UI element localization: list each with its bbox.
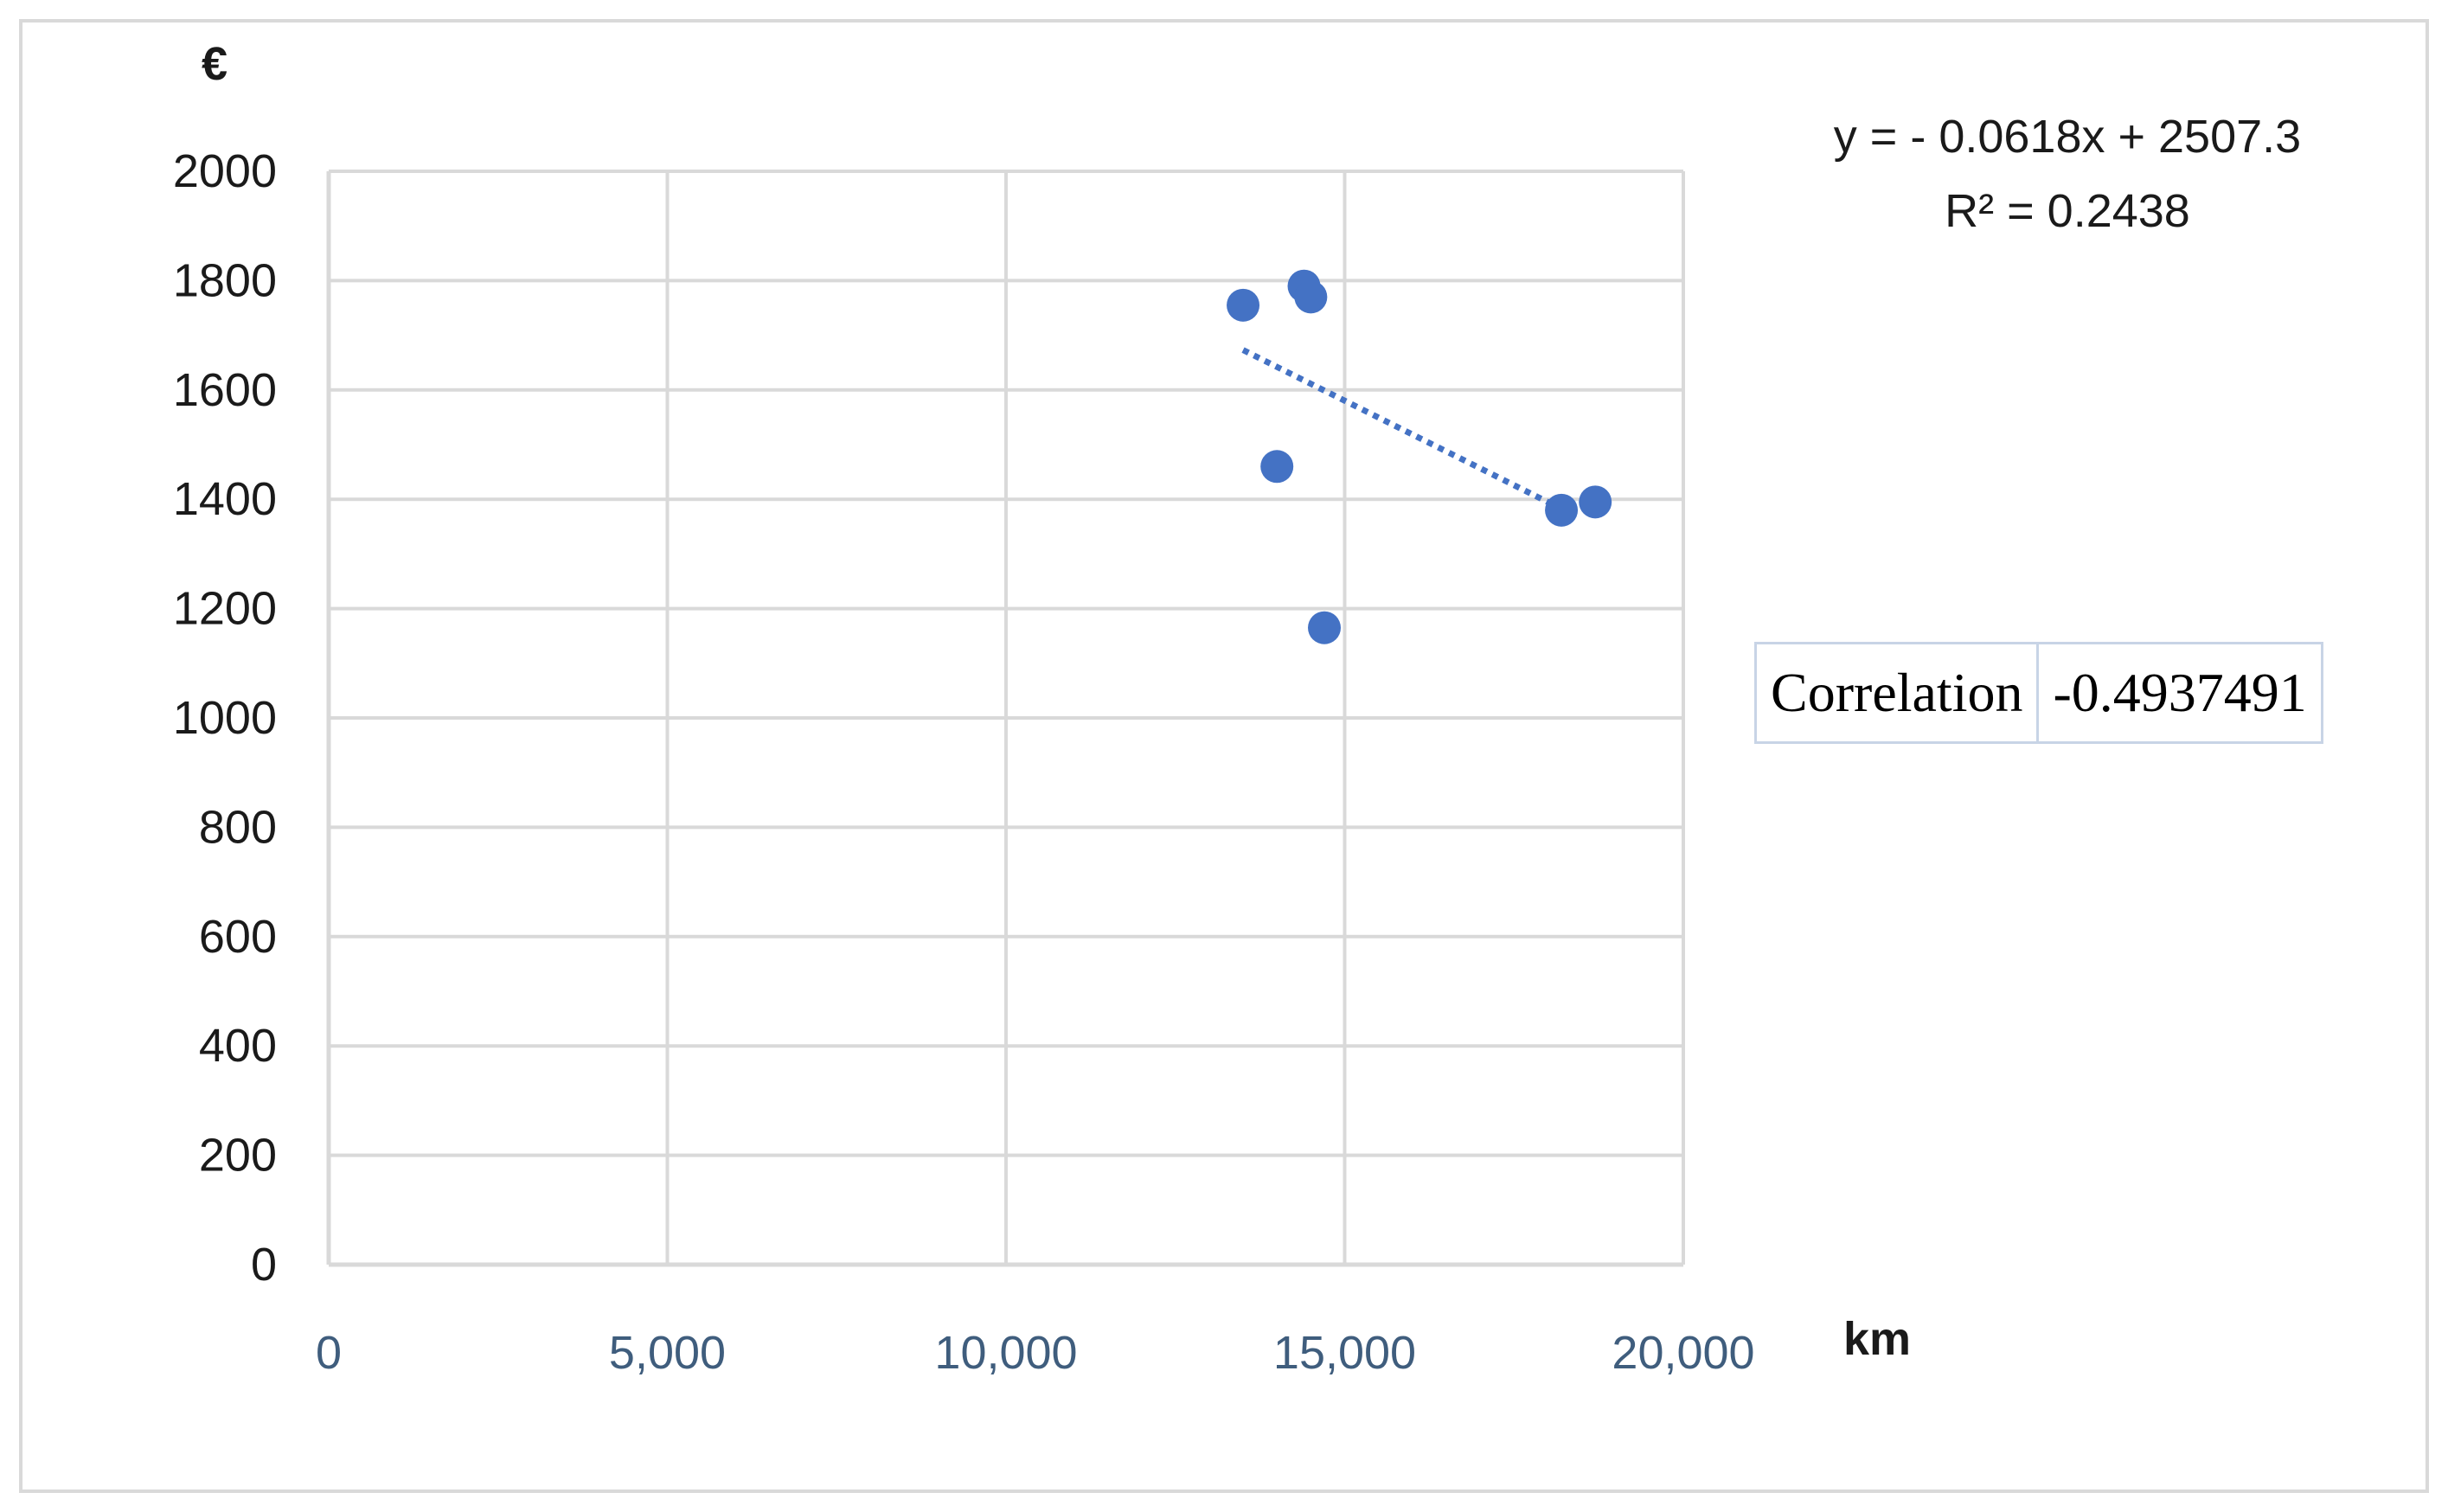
- tick-layer: 0 200 400 600 800 1000 1200 1400 1600 1800 2000 0 5,…: [173, 145, 1755, 1379]
- y-tick-label: 1800: [173, 254, 277, 306]
- x-tick-label: 20,000: [1612, 1327, 1754, 1379]
- trendline-layer: [1241, 347, 1563, 512]
- grid-layer: [326, 170, 1685, 1267]
- y-tick-label: 400: [199, 1020, 277, 1072]
- point-layer: [1227, 269, 1612, 644]
- x-tick-label: 5,000: [609, 1327, 726, 1379]
- x-axis-title: km: [1843, 1313, 1911, 1365]
- y-tick-label: 200: [199, 1130, 277, 1182]
- y-axis-title: €: [202, 38, 227, 90]
- y-tick-label: 800: [199, 801, 277, 853]
- y-tick-label: 1200: [173, 583, 277, 635]
- y-tick-label: 1000: [173, 692, 277, 744]
- y-tick-label: 1400: [173, 473, 277, 525]
- chart-frame: [19, 19, 2429, 1493]
- x-tick-label: 15,000: [1273, 1327, 1416, 1379]
- data-point: [1308, 611, 1342, 644]
- data-point: [1579, 485, 1612, 519]
- y-tick-label: 2000: [173, 145, 277, 197]
- x-tick-label: 10,000: [934, 1327, 1077, 1379]
- trendline: [1241, 347, 1563, 512]
- data-point: [1545, 493, 1579, 527]
- y-tick-label: 0: [251, 1239, 277, 1291]
- y-tick-label: 600: [199, 911, 277, 963]
- data-point: [1227, 288, 1260, 322]
- correlation-table: Correlation -0.4937491: [1753, 642, 2323, 744]
- x-tick-label: 0: [316, 1327, 342, 1379]
- data-point: [1260, 450, 1294, 484]
- data-point: [1294, 280, 1328, 314]
- trendline-r-squared: R² = 0.2438: [1945, 185, 2190, 237]
- correlation-value: -0.4937491: [2036, 642, 2323, 744]
- y-tick-label: 1600: [173, 364, 277, 416]
- trendline-equation: y = - 0.0618x + 2507.3: [1834, 111, 2301, 163]
- correlation-row: Correlation -0.4937491: [1753, 642, 2323, 744]
- correlation-label: Correlation: [1753, 642, 2040, 744]
